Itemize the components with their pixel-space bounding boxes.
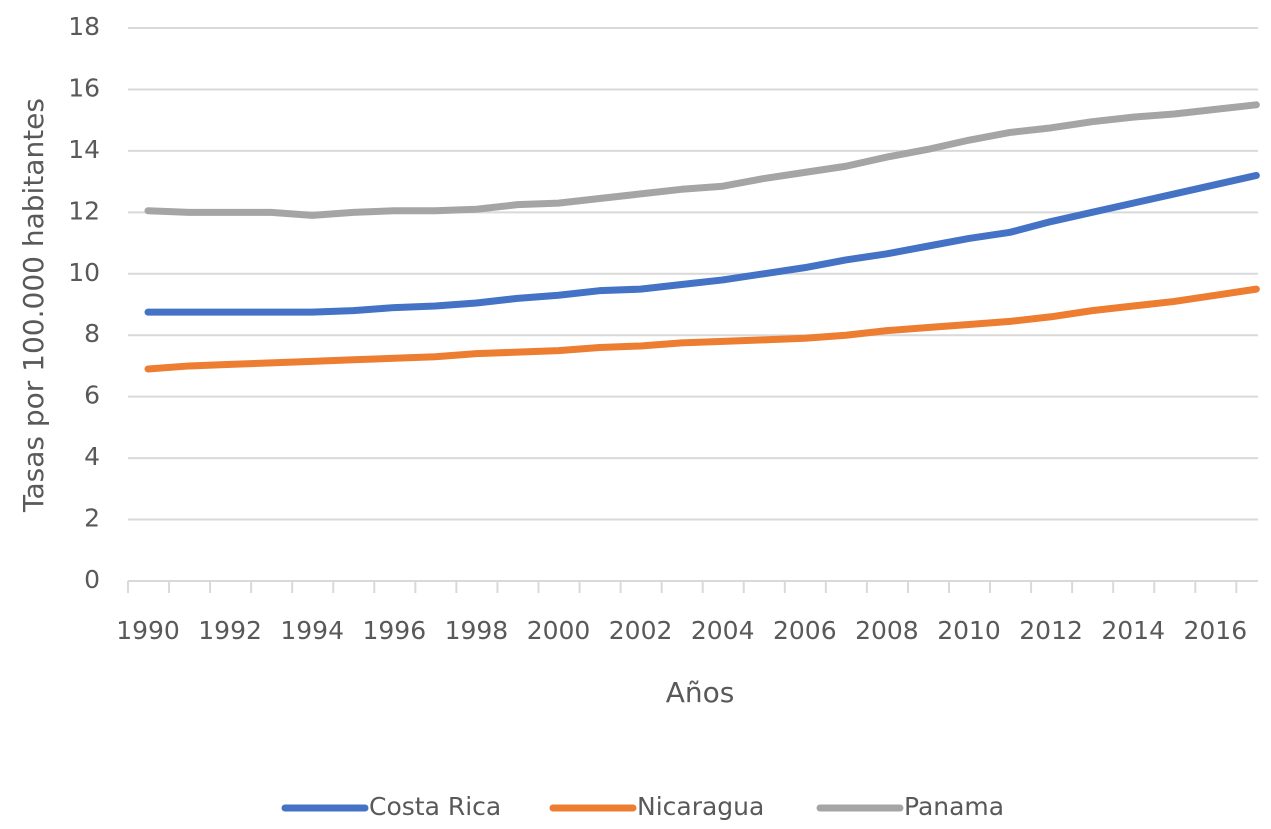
legend-label: Panama xyxy=(904,792,1004,821)
x-tick-label: 2010 xyxy=(937,616,1001,645)
x-tick-label: 1992 xyxy=(198,616,262,645)
line-series xyxy=(144,171,1260,316)
x-tick-label: 1990 xyxy=(116,616,180,645)
x-tick-label: 1996 xyxy=(362,616,426,645)
x-tick-label: 1994 xyxy=(280,616,344,645)
y-tick-label: 6 xyxy=(84,381,100,410)
legend-label: Nicaragua xyxy=(637,792,764,821)
x-axis-label: Años xyxy=(666,676,735,709)
y-tick-label: 12 xyxy=(68,196,100,225)
y-tick-label: 16 xyxy=(68,73,100,102)
x-tick-label: 1998 xyxy=(445,616,509,645)
y-tick-label: 14 xyxy=(68,135,100,164)
y-tick-label: 2 xyxy=(84,504,100,533)
x-tick-label: 2002 xyxy=(609,616,673,645)
y-tick-label: 10 xyxy=(68,258,100,287)
x-tick-label: 2014 xyxy=(1101,616,1165,645)
y-tick-label: 0 xyxy=(84,565,100,594)
y-axis-label: Tasas por 100.000 habitantes xyxy=(17,98,50,513)
y-tick-label: 8 xyxy=(84,319,100,348)
x-tick-label: 2008 xyxy=(855,616,919,645)
x-tick-label: 2012 xyxy=(1019,616,1083,645)
y-tick-label: 4 xyxy=(84,442,100,471)
x-tick-label: 2000 xyxy=(527,616,591,645)
legend-label: Costa Rica xyxy=(369,792,501,821)
line-series xyxy=(144,285,1260,373)
line-series xyxy=(144,101,1260,219)
y-tick-label: 18 xyxy=(68,12,100,41)
x-tick-label: 2006 xyxy=(773,616,837,645)
x-tick-label: 2016 xyxy=(1183,616,1247,645)
x-tick-label: 2004 xyxy=(691,616,755,645)
